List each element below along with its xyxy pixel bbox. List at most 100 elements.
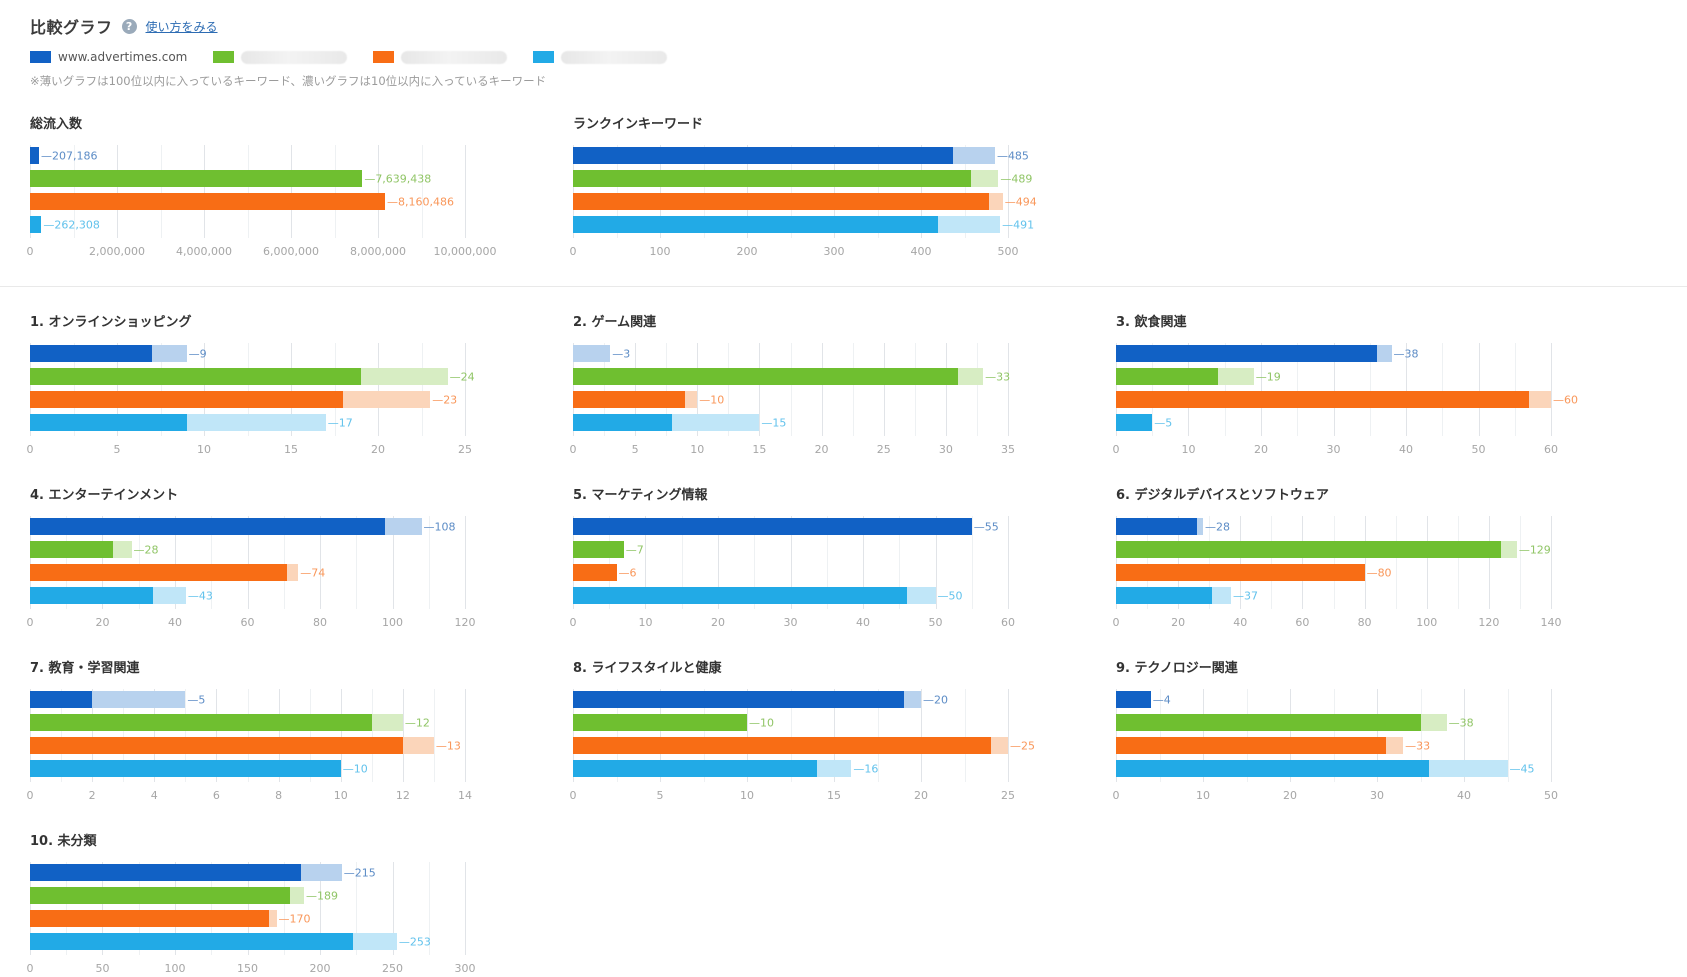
legend-item-blue[interactable]: www.advertimes.com xyxy=(30,50,187,64)
bar-chart: 総流入数 —207,186 —7,639,438 —8,160,486 —262,308… xyxy=(27,113,573,260)
legend-swatch-orange xyxy=(373,51,395,63)
bar-segment-top10-orange[interactable] xyxy=(30,910,270,927)
bar-segment-top10-green[interactable] xyxy=(1116,368,1218,385)
bar-segment-top10-orange[interactable] xyxy=(1116,737,1386,754)
bar-segment-top10-orange[interactable] xyxy=(30,564,288,581)
bar-segment-top10-green[interactable] xyxy=(30,541,114,558)
x-axis: 0 10 20 30 40 50 60 xyxy=(1113,443,1559,458)
legend-swatch-blue xyxy=(30,51,51,63)
bar-segment-top10-orange[interactable] xyxy=(1116,391,1530,408)
bar-row-green: —38 xyxy=(1116,714,1551,731)
x-axis: 0 5 10 15 20 25 xyxy=(570,789,1016,804)
bar-segment-top10-orange[interactable] xyxy=(30,193,385,210)
chart-title: 総流入数 xyxy=(30,117,83,132)
bar-segment-top10-cyan[interactable] xyxy=(573,760,817,777)
bar-segment-top10-orange[interactable] xyxy=(573,737,991,754)
axis-tick-label: 40 xyxy=(1398,443,1413,456)
axis-tick-label: 5 xyxy=(631,443,639,456)
grid-line xyxy=(573,343,574,436)
bar-row-cyan: —45 xyxy=(1116,760,1551,777)
bar-row-green: —7,639,438 xyxy=(30,170,465,187)
bar-segment-top10-blue[interactable] xyxy=(30,345,152,362)
grid-line xyxy=(1302,516,1304,609)
bar-segment-top10-blue[interactable] xyxy=(573,147,954,164)
bar-segment-top10-cyan[interactable] xyxy=(30,414,187,431)
plot-area: —4 —38 —33 —45 xyxy=(1116,689,1552,782)
bar-segment-top10-orange[interactable] xyxy=(30,737,403,754)
bar-segment-top10-green[interactable] xyxy=(30,714,372,731)
bar-value-label: —7,639,438 xyxy=(364,172,432,185)
bar-segment-top10-green[interactable] xyxy=(30,170,363,187)
bar-segment-top10-cyan[interactable] xyxy=(30,216,42,233)
bar-segment-top10-green[interactable] xyxy=(573,170,972,187)
grid-line-minor xyxy=(852,343,854,436)
help-icon[interactable]: ? xyxy=(121,18,137,34)
bar-segment-top10-green[interactable] xyxy=(573,541,624,558)
bar-row-orange: —60 xyxy=(1116,391,1578,408)
bar-segment-top10-blue[interactable] xyxy=(30,518,386,535)
bar-segment-top10-orange[interactable] xyxy=(1116,564,1365,581)
axis-tick-label: 20 xyxy=(95,616,110,629)
axis-tick-label: 40 xyxy=(1457,789,1471,802)
bar-segment-top10-orange[interactable] xyxy=(573,391,685,408)
bar-segment-top10-cyan[interactable] xyxy=(1116,414,1153,431)
bar-segment-top10-blue[interactable] xyxy=(30,864,302,881)
bar-segment-top10-green[interactable] xyxy=(30,368,361,385)
grid-line-minor xyxy=(428,516,430,609)
bar-segment-top10-blue[interactable] xyxy=(1116,691,1151,708)
bar-row-cyan: —491 xyxy=(573,216,1034,233)
grid-line xyxy=(278,689,280,782)
grid-line-minor xyxy=(681,516,683,609)
grid-line xyxy=(921,689,922,782)
bar-segment-top10-blue[interactable] xyxy=(573,691,904,708)
axis-tick-label: 10 xyxy=(197,443,211,456)
bar-segment-top10-green[interactable] xyxy=(30,887,290,904)
bar-segment-top10-cyan[interactable] xyxy=(1116,760,1430,777)
bar-segment-top10-blue[interactable] xyxy=(1116,518,1197,535)
bar-segment-top10-green[interactable] xyxy=(1116,541,1502,558)
legend-item-cyan[interactable] xyxy=(533,50,668,64)
bar-segment-top10-blue[interactable] xyxy=(1116,345,1377,362)
plot-area: —20 —10 —25 —16 xyxy=(573,689,1035,782)
bar-segment-top100-blue[interactable] xyxy=(573,345,611,362)
bar-segment-top10-green[interactable] xyxy=(1116,714,1421,731)
bar-segment-top10-cyan[interactable] xyxy=(573,414,673,431)
bar-value-label: —17 xyxy=(327,416,353,429)
grid-line xyxy=(465,862,466,955)
bar-segment-top10-cyan[interactable] xyxy=(573,216,939,233)
grid-line-minor xyxy=(160,343,162,436)
bar-value-label: —10 xyxy=(699,393,725,406)
legend-note: ※薄いグラフは100位以内に入っているキーワード、濃いグラフは10位以内に入って… xyxy=(30,74,547,88)
plot-area: —55 —7 —6 —50 xyxy=(573,516,1009,609)
bar-value-label: —33 xyxy=(985,370,1011,383)
grid-line xyxy=(174,862,176,955)
bar-segment-top10-orange[interactable] xyxy=(573,564,617,581)
bar-segment-top10-cyan[interactable] xyxy=(573,587,907,604)
bar-segment-top10-orange[interactable] xyxy=(573,193,989,210)
bar-chart: 5. マーケティング情報 —55 —7 —6 —50 0 10 20 30 40 50 60 xyxy=(570,484,1116,631)
axis-tick-label: 14 xyxy=(458,789,472,802)
bar-segment-top10-green[interactable] xyxy=(573,368,959,385)
bar-segment-top10-blue[interactable] xyxy=(30,691,93,708)
grid-line xyxy=(1551,516,1552,609)
grid-line-minor xyxy=(247,145,249,238)
bar-segment-top10-blue[interactable] xyxy=(573,518,972,535)
grid-line xyxy=(1116,689,1117,782)
legend-item-orange[interactable] xyxy=(373,50,508,64)
grid-line xyxy=(291,343,292,436)
bar-segment-top10-blue[interactable] xyxy=(30,147,39,164)
grid-line-minor xyxy=(334,343,336,436)
grid-line xyxy=(747,145,748,238)
help-link[interactable]: 使い方をみる xyxy=(145,19,218,34)
axis-tick-label: 25 xyxy=(1001,789,1015,802)
bar-segment-top10-cyan[interactable] xyxy=(30,760,341,777)
bar-segment-top10-cyan[interactable] xyxy=(1116,587,1213,604)
bar-segment-top10-orange[interactable] xyxy=(30,391,344,408)
axis-tick-label: 0 xyxy=(569,245,577,258)
legend-item-green[interactable] xyxy=(213,50,348,64)
grid-line-minor xyxy=(211,862,213,955)
bar-segment-top10-green[interactable] xyxy=(573,714,747,731)
bar-segment-top10-cyan[interactable] xyxy=(30,587,154,604)
bar-segment-top10-cyan[interactable] xyxy=(30,933,354,950)
